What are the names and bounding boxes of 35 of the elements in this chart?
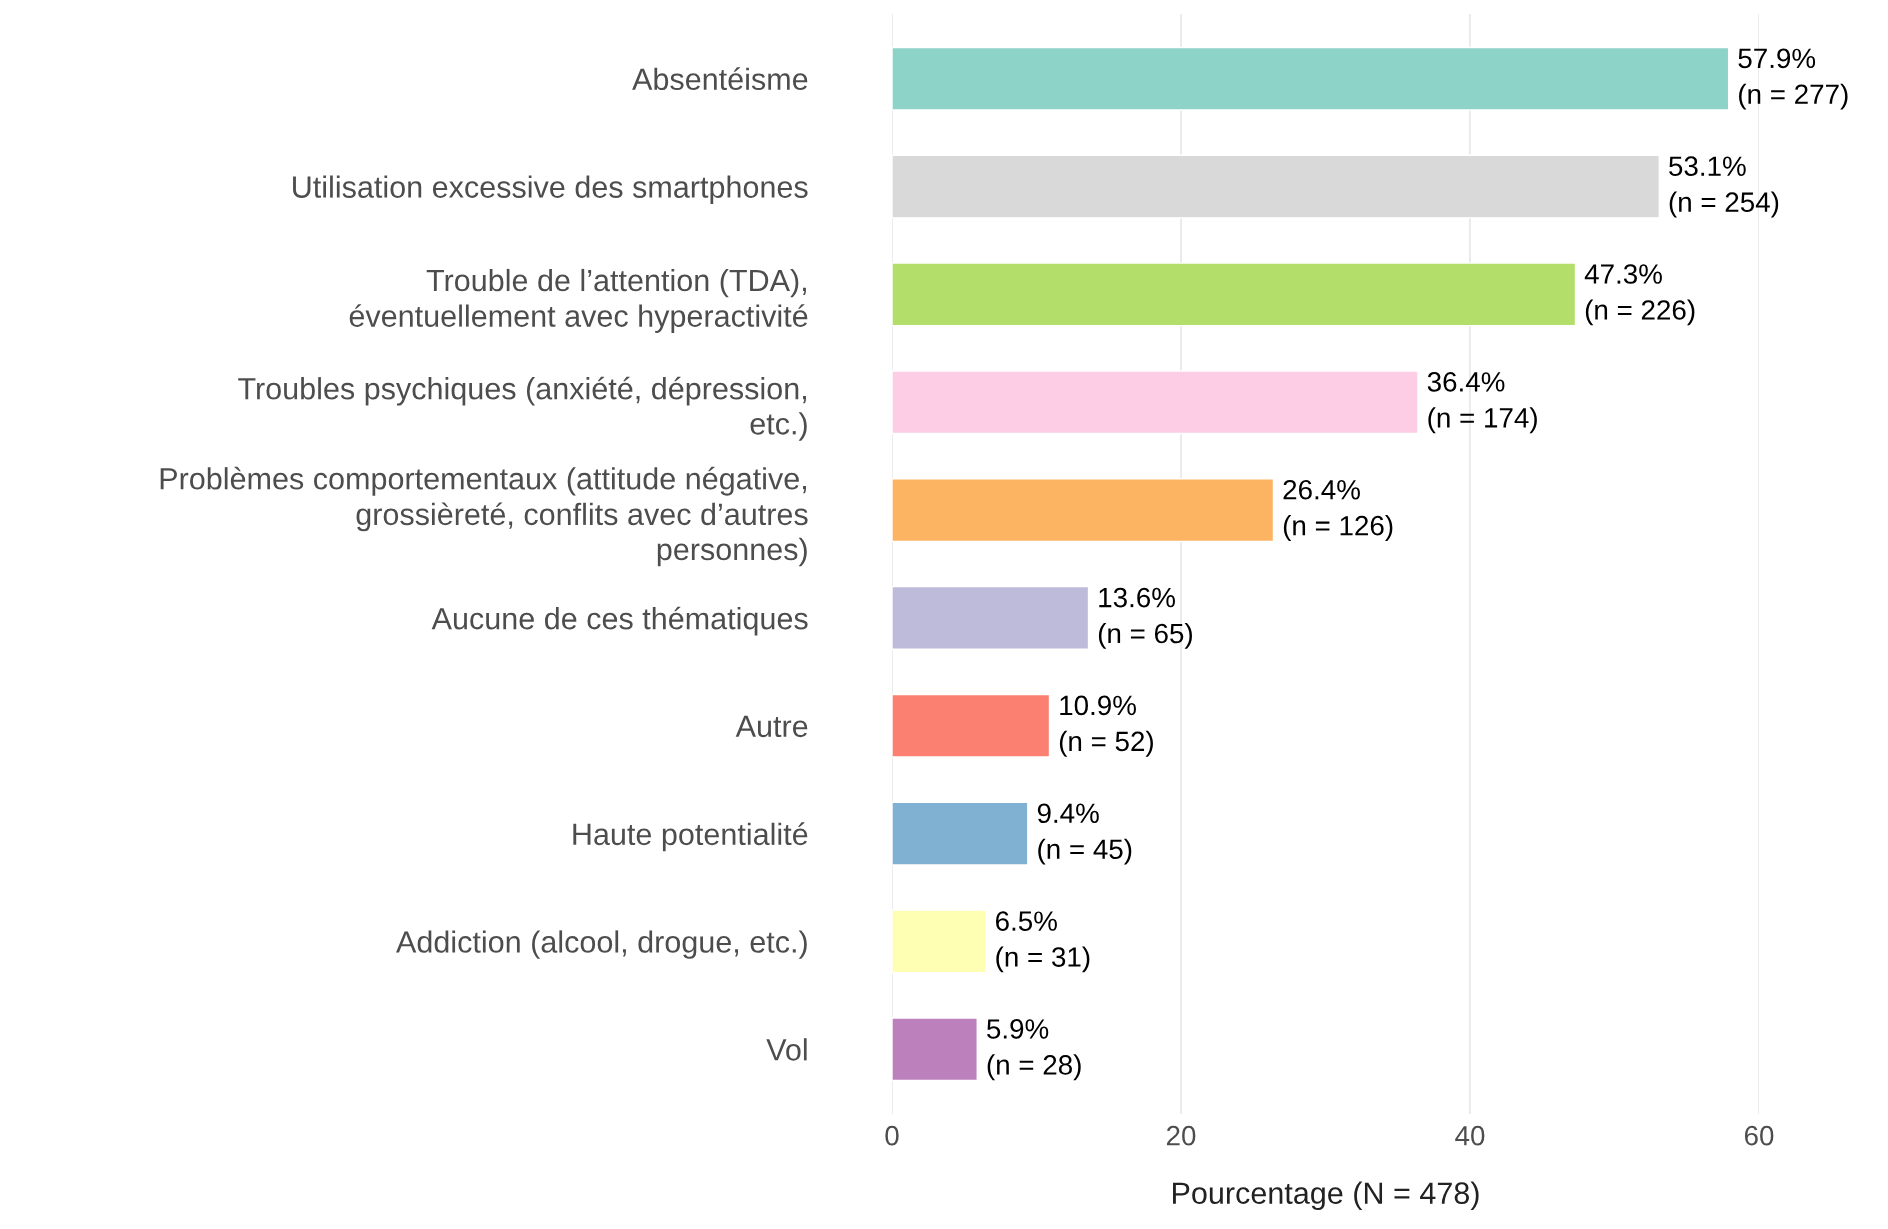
y-tick-label: Autre [735, 715, 808, 738]
data-label: 5.9% (n = 28) [987, 1019, 1081, 1081]
data-label: 6.5% (n = 31) [996, 911, 1090, 973]
y-tick-label: Aucune de ces thématiques [431, 606, 808, 636]
x-tick-label: 40 [1455, 1125, 1485, 1146]
y-tick-label: Addiction (alcool, drogue, etc.) [396, 930, 807, 959]
data-label: 9.4% (n = 45) [1037, 803, 1132, 865]
data-label: 10.9% (n = 52) [1059, 695, 1153, 757]
bar [892, 693, 1051, 758]
bar [892, 478, 1275, 543]
y-tick-label: Troubles psychiques (anxiété, dépression, etc.) [238, 376, 807, 441]
bar [892, 154, 1660, 219]
data-label: 53.1% (n = 254) [1669, 156, 1779, 218]
bar [892, 909, 987, 974]
bar [892, 370, 1419, 435]
x-tick-label: 60 [1744, 1125, 1774, 1146]
x-tick-label: 0 [885, 1125, 899, 1146]
x-axis-title: Pourcentage (N = 478) [1173, 1181, 1479, 1211]
bar [892, 1017, 978, 1082]
bar [892, 585, 1090, 650]
y-tick-label: Haute potentialité [573, 822, 808, 852]
y-tick-label: Utilisation excessive des smartphones [293, 175, 808, 204]
bar [892, 801, 1029, 866]
data-label: 13.6% (n = 65) [1098, 587, 1192, 649]
data-label: 36.4% (n = 174) [1427, 372, 1537, 434]
bar [892, 46, 1730, 111]
data-label: 26.4% (n = 126) [1283, 479, 1393, 541]
x-tick-label: 20 [1166, 1125, 1196, 1146]
y-tick-label: Absentéisme [632, 67, 808, 91]
data-label: 47.3% (n = 226) [1584, 264, 1695, 326]
y-tick-label: Trouble de l’attention (TDA), éventuellement avec hyperactivité [349, 268, 808, 333]
y-tick-label: Problèmes comportementaux (attitude négative, grossièreté, conflits avec d’autres personnes) [160, 466, 808, 567]
data-label: 57.9% (n = 277) [1738, 48, 1848, 110]
bar [892, 262, 1577, 327]
y-tick-label: Vol [766, 1038, 807, 1061]
